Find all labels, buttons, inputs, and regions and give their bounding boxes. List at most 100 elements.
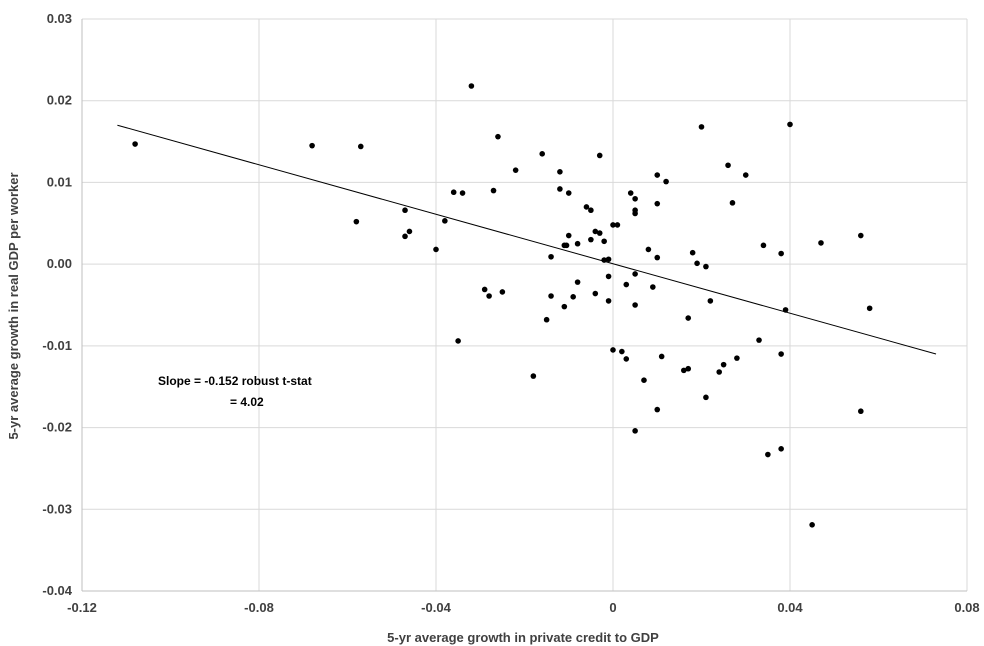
- data-point: [557, 186, 563, 192]
- data-point: [685, 315, 692, 321]
- data-point: [658, 353, 665, 360]
- data-point: [818, 240, 824, 246]
- x-tick-label: 0: [609, 600, 616, 615]
- data-point: [623, 356, 630, 362]
- y-tick-labels: -0.04 -0.03 -0.02 -0.01 0.00 0.01 0.02 0.03: [42, 11, 72, 598]
- data-point: [610, 347, 616, 353]
- data-point: [357, 143, 364, 150]
- data-point: [716, 369, 722, 375]
- data-point: [725, 162, 731, 169]
- data-point: [402, 233, 408, 240]
- data-point: [530, 373, 537, 379]
- data-point: [539, 151, 545, 157]
- data-point: [486, 293, 492, 299]
- data-point: [698, 124, 705, 130]
- slope-annotation-line-2: = 4.02: [230, 395, 264, 409]
- data-point: [707, 298, 714, 304]
- axes: [81, 19, 967, 592]
- data-point: [574, 279, 581, 285]
- data-point: [689, 249, 696, 256]
- data-point: [309, 142, 315, 149]
- data-point: [866, 305, 873, 312]
- data-point: [729, 200, 736, 206]
- data-point: [703, 394, 709, 401]
- data-point: [632, 195, 638, 202]
- data-point: [632, 210, 638, 217]
- data-point: [756, 337, 762, 343]
- data-point: [778, 446, 784, 452]
- data-point: [563, 242, 570, 249]
- y-tick-label: -0.02: [42, 420, 72, 435]
- data-point: [490, 187, 497, 194]
- data-point: [720, 361, 727, 368]
- data-point: [450, 189, 457, 196]
- y-tick-label: -0.04: [42, 583, 72, 598]
- data-point: [619, 348, 625, 355]
- data-point: [433, 246, 439, 253]
- y-tick-label: -0.03: [42, 501, 72, 516]
- data-point: [548, 253, 554, 260]
- x-tick-label: -0.04: [421, 600, 451, 615]
- data-point: [787, 121, 793, 128]
- data-point: [406, 228, 413, 235]
- data-point: [601, 238, 607, 245]
- data-point: [481, 286, 488, 293]
- data-point: [588, 207, 594, 214]
- data-point: [641, 377, 647, 383]
- data-point: [654, 254, 661, 261]
- data-point: [765, 451, 771, 458]
- data-point: [654, 200, 661, 207]
- x-tick-label: 0.08: [954, 600, 979, 615]
- data-point: [583, 204, 590, 210]
- data-point: [654, 406, 661, 413]
- data-point: [632, 271, 638, 277]
- data-point: [512, 167, 519, 173]
- grid-lines: [81, 18, 968, 592]
- x-tick-label: -0.12: [67, 600, 97, 615]
- data-point: [605, 256, 612, 263]
- data-point: [565, 232, 572, 239]
- data-point: [455, 338, 461, 344]
- data-point: [459, 190, 466, 196]
- data-point: [632, 302, 638, 308]
- x-tick-labels: -0.12 -0.08 -0.04 0 0.04 0.08: [67, 600, 979, 615]
- data-point: [543, 316, 550, 323]
- data-point: [650, 284, 656, 290]
- data-point: [742, 172, 749, 178]
- x-tick-label: 0.04: [777, 600, 803, 615]
- data-point: [858, 232, 864, 239]
- data-point: [402, 207, 408, 214]
- data-point: [778, 351, 784, 357]
- y-tick-label: 0.02: [47, 93, 72, 108]
- data-point: [734, 355, 740, 361]
- data-point: [499, 289, 506, 295]
- data-point: [654, 172, 661, 178]
- y-tick-label: 0.00: [47, 256, 72, 271]
- data-point: [685, 365, 692, 372]
- y-tick-label: 0.03: [47, 11, 72, 26]
- data-point: [592, 228, 599, 235]
- data-point: [596, 230, 603, 236]
- y-axis-title: 5-yr average growth in real GDP per work…: [6, 172, 21, 439]
- trend-line: [117, 124, 937, 355]
- data-point: [614, 222, 621, 228]
- data-point: [694, 260, 700, 267]
- data-points: [132, 83, 873, 528]
- data-point: [588, 236, 594, 243]
- data-point: [632, 428, 638, 434]
- data-point: [132, 141, 138, 147]
- data-point: [592, 290, 599, 297]
- data-point: [627, 190, 634, 196]
- data-point: [610, 222, 616, 228]
- data-point: [663, 178, 669, 185]
- data-point: [596, 152, 603, 159]
- data-point: [353, 218, 360, 225]
- data-point: [565, 190, 572, 196]
- data-point: [778, 250, 784, 257]
- x-axis-title: 5-yr average growth in private credit to…: [387, 630, 659, 645]
- y-tick-label: 0.01: [47, 174, 72, 189]
- data-point: [858, 408, 864, 415]
- data-point: [442, 218, 448, 224]
- data-point: [574, 240, 581, 247]
